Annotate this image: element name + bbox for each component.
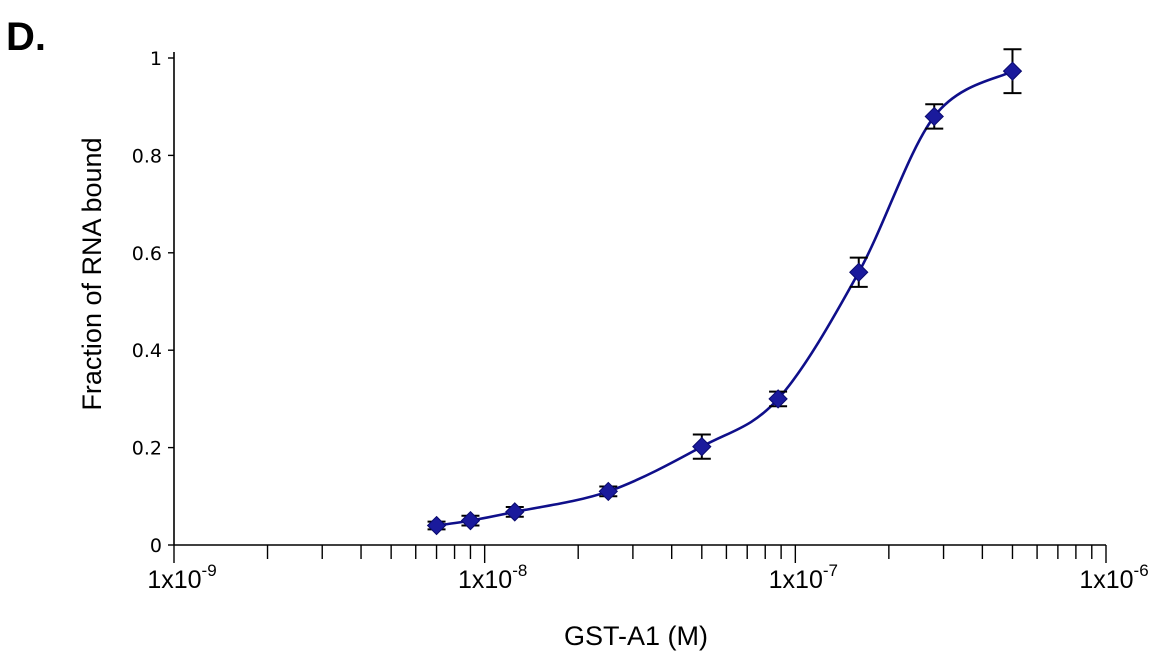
data-point xyxy=(692,436,712,457)
y-tick-label: 0.2 xyxy=(132,438,162,460)
fit-curve xyxy=(436,69,1014,527)
x-axis-title: GST-A1 (M) xyxy=(564,621,708,651)
data-points xyxy=(426,61,1023,536)
x-tick-label: 1x10-6 xyxy=(1079,561,1148,594)
data-point xyxy=(1002,61,1023,81)
x-tick-label: 1x10-8 xyxy=(458,561,527,594)
data-point xyxy=(768,389,788,409)
x-tick-label: 1x10-7 xyxy=(769,561,838,594)
y-axis: 0 0.2 0.4 0.6 0.8 1 xyxy=(132,48,175,557)
data-point xyxy=(598,481,619,502)
y-tick-label: 0.8 xyxy=(132,145,162,167)
x-tick-label: 1x10-9 xyxy=(147,561,216,594)
y-tick-label: 0.4 xyxy=(132,340,162,362)
y-axis-title: Fraction of RNA bound xyxy=(77,137,107,410)
data-point xyxy=(426,515,447,536)
x-axis: 1x10-9 1x10-8 1x10-7 1x10-6 xyxy=(147,544,1149,594)
data-point xyxy=(460,510,481,531)
panel-label: D. xyxy=(6,15,46,59)
data-point xyxy=(505,502,525,522)
y-tick-label: 0.6 xyxy=(132,243,162,265)
y-tick-label: 0 xyxy=(150,535,162,557)
data-point xyxy=(849,262,869,282)
data-point xyxy=(924,106,944,127)
y-tick-label: 1 xyxy=(150,48,162,70)
